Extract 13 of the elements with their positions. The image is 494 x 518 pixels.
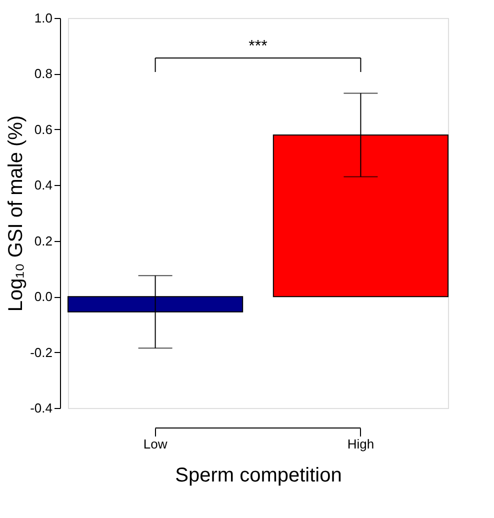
y-tick-label: 0.6	[34, 122, 52, 137]
y-tick-label: 0.2	[34, 233, 52, 248]
y-tick-label: 0.8	[34, 66, 52, 82]
y-axis-title: Log₁₀ GSI of male (%)	[5, 115, 28, 312]
x-axis-title: Sperm competition	[175, 464, 342, 486]
x-tick-label: Low	[143, 436, 168, 452]
y-tick-label: 1.0	[34, 10, 52, 26]
y-tick-label: -0.2	[30, 344, 52, 360]
y-tick-label: 0.4	[34, 178, 52, 193]
x-tick-label: High	[347, 436, 374, 452]
annotation: ***	[248, 38, 268, 55]
y-tick-label: -0.4	[30, 400, 52, 416]
y-tick-label: 0.0	[34, 289, 52, 304]
